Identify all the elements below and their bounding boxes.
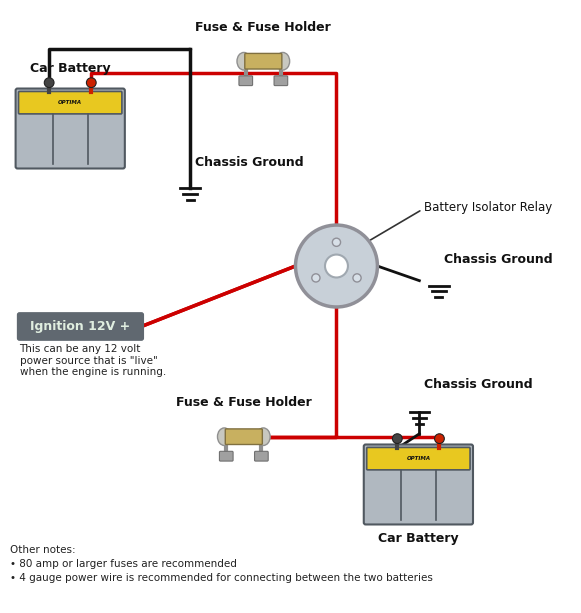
Text: Ignition 12V +: Ignition 12V + — [30, 320, 130, 333]
Ellipse shape — [276, 53, 290, 70]
Text: Battery Isolator Relay: Battery Isolator Relay — [424, 201, 553, 214]
Circle shape — [87, 78, 96, 88]
Circle shape — [312, 274, 320, 282]
FancyBboxPatch shape — [274, 76, 288, 86]
Text: OPTIMA: OPTIMA — [406, 456, 431, 461]
FancyBboxPatch shape — [239, 76, 253, 86]
Text: OPTIMA: OPTIMA — [58, 100, 83, 105]
FancyBboxPatch shape — [245, 53, 282, 69]
FancyBboxPatch shape — [17, 313, 144, 340]
Text: Other notes:
• 80 amp or larger fuses are recommended
• 4 gauge power wire is re: Other notes: • 80 amp or larger fuses ar… — [10, 545, 433, 583]
Text: Chassis Ground: Chassis Ground — [424, 378, 533, 391]
Text: This can be any 12 volt
power source that is "live"
when the engine is running.: This can be any 12 volt power source tha… — [20, 344, 166, 377]
FancyBboxPatch shape — [16, 88, 125, 169]
FancyBboxPatch shape — [19, 91, 122, 114]
Text: Fuse & Fuse Holder: Fuse & Fuse Holder — [195, 21, 331, 34]
Text: Fuse & Fuse Holder: Fuse & Fuse Holder — [176, 397, 311, 409]
Text: Car Battery: Car Battery — [378, 532, 458, 546]
Text: Chassis Ground: Chassis Ground — [444, 253, 553, 266]
FancyBboxPatch shape — [220, 451, 233, 461]
Ellipse shape — [237, 53, 250, 70]
Circle shape — [435, 434, 444, 444]
Circle shape — [44, 78, 54, 88]
FancyBboxPatch shape — [364, 444, 473, 525]
Circle shape — [353, 274, 361, 282]
FancyBboxPatch shape — [225, 429, 263, 444]
FancyBboxPatch shape — [367, 447, 470, 470]
Text: Car Battery: Car Battery — [30, 62, 110, 75]
Text: Chassis Ground: Chassis Ground — [195, 156, 304, 169]
Ellipse shape — [256, 428, 270, 446]
Circle shape — [332, 238, 340, 246]
Circle shape — [392, 434, 402, 444]
FancyBboxPatch shape — [254, 451, 268, 461]
Circle shape — [325, 254, 348, 278]
Ellipse shape — [217, 428, 231, 446]
Circle shape — [296, 225, 378, 307]
